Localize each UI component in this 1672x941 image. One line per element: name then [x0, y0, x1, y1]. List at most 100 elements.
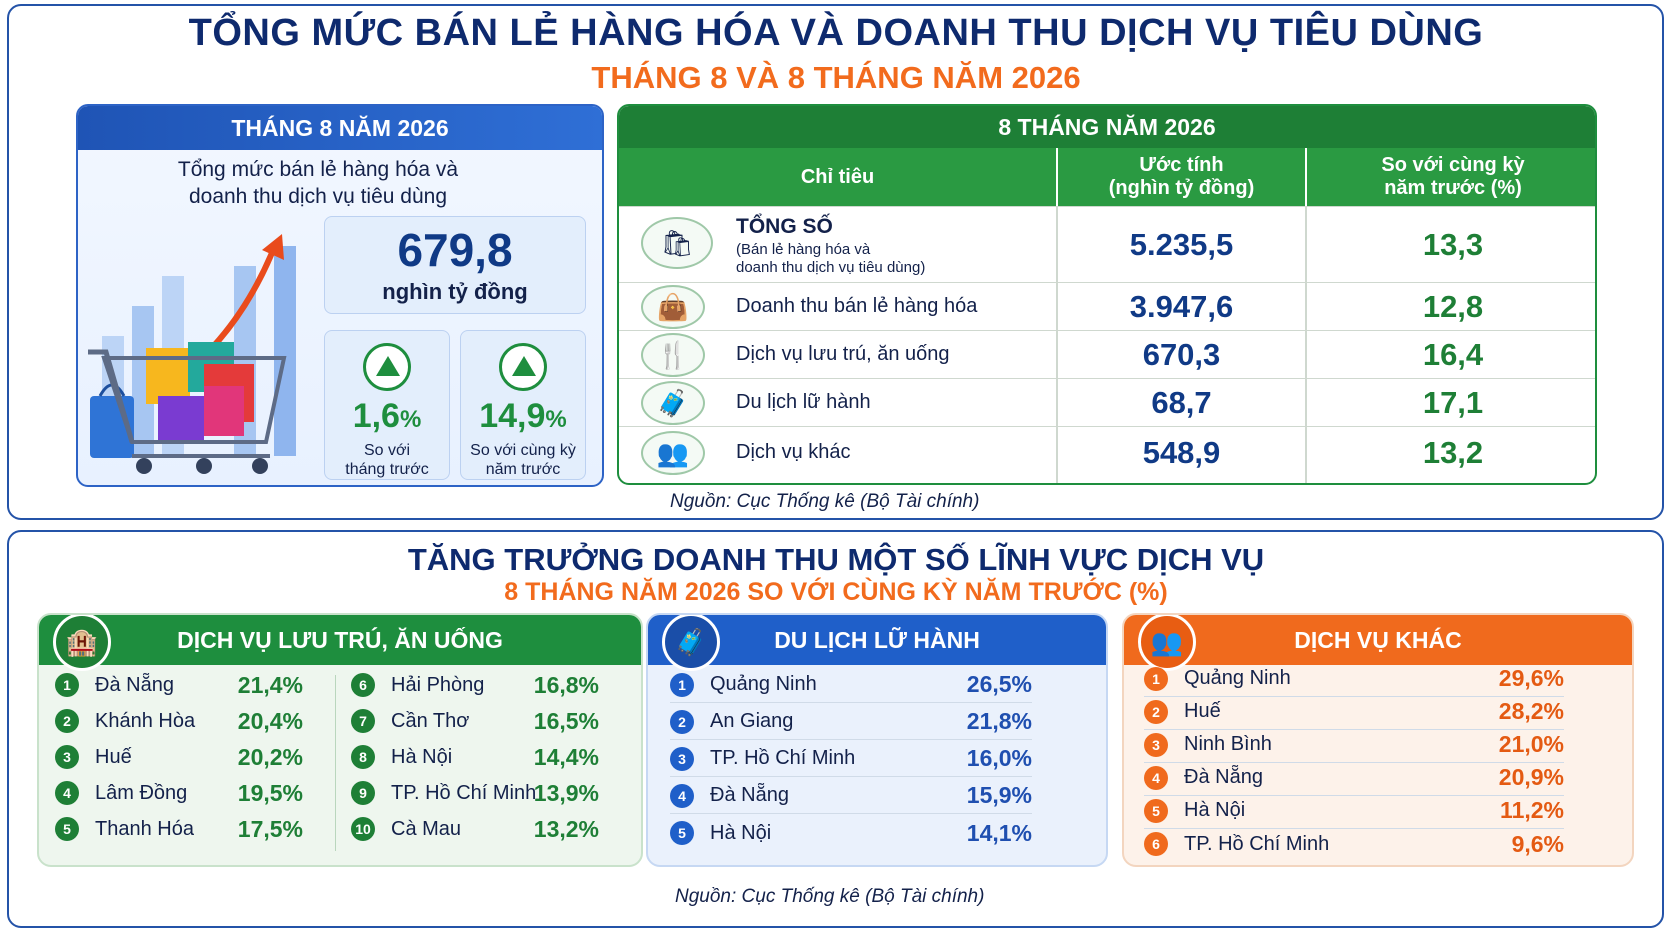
growth-value: 11,2% — [1500, 797, 1564, 823]
section-subtitle: 8 THÁNG NĂM 2026 SO VỚI CÙNG KỲ NĂM TRƯỚ… — [504, 578, 1168, 606]
rank-badge: 2 — [1144, 699, 1168, 724]
rank-badge: 4 — [670, 783, 694, 808]
section-title: TĂNG TRƯỞNG DOANH THU MỘT SỐ LĨNH VỰC DỊ… — [407, 542, 1265, 577]
year-card-header: 8 THÁNG NĂM 2026 — [619, 106, 1595, 148]
row-percent: 13,3 — [1422, 227, 1484, 262]
cutlery-icon: 🍴 — [641, 333, 705, 377]
growth-value: 28,2% — [1498, 698, 1564, 724]
month-total-unit: nghìn tỷ đồng — [382, 279, 528, 304]
card-header-label: DỊCH VỤ LƯU TRÚ, ĂN UỐNG — [177, 627, 503, 653]
month-value-box: 679,8 nghìn tỷ đồng — [324, 216, 586, 314]
rank-badge: 1 — [55, 673, 79, 697]
description-line: Tổng mức bán lẻ hàng hóa và — [177, 158, 459, 181]
page-subtitle: THÁNG 8 VÀ 8 THÁNG NĂM 2026 — [591, 60, 1081, 95]
row-value: 548,9 — [1142, 435, 1221, 470]
stat-value: 1,6% — [352, 397, 422, 435]
location-name: An Giang — [710, 710, 794, 732]
page-title: TỔNG MỨC BÁN LẺ HÀNG HÓA VÀ DOANH THU DỊ… — [188, 12, 1484, 54]
stat-label: So với cùng kỳ — [470, 442, 576, 459]
location-name: Đà Nẵng — [710, 784, 789, 806]
list-item: 1 Quảng Ninh 26,5% — [670, 667, 1032, 703]
list-item: 4 Lâm Đồng 19,5% — [55, 775, 303, 811]
rank-badge: 3 — [1144, 732, 1168, 757]
list-item: 2 An Giang 21,8% — [670, 704, 1032, 740]
card-header: 🧳 DU LỊCH LỮ HÀNH — [648, 615, 1106, 671]
growth-value: 16,5% — [533, 707, 599, 734]
cart-wheel — [196, 458, 212, 474]
list-item: 1 Quảng Ninh 29,6% — [1144, 661, 1564, 697]
location-name: Ninh Bình — [1184, 733, 1272, 755]
column-divider — [1305, 206, 1307, 483]
location-name: Hà Nội — [1184, 799, 1246, 821]
table-row: 🍴 Dịch vụ lưu trú, ăn uống 670,3 16,4 — [619, 330, 1595, 378]
growth-value: 9,6% — [1511, 830, 1564, 857]
card-header: 👥 DỊCH VỤ KHÁC — [1124, 615, 1632, 671]
card-header: 🏨 DỊCH VỤ LƯU TRÚ, ĂN UỐNG — [39, 615, 641, 671]
luggage-icon: 🧳 — [641, 381, 705, 425]
growth-value: 26,5% — [966, 671, 1032, 697]
rank-badge: 3 — [670, 746, 694, 771]
card-header-label: DU LỊCH LỮ HÀNH — [774, 627, 980, 653]
rank-badge: 3 — [55, 745, 79, 769]
card-travel: 🧳 DU LỊCH LỮ HÀNH 1 Quảng Ninh 26,5% 2 An Gi… — [646, 613, 1108, 867]
growth-value: 20,4% — [237, 707, 303, 734]
bar-bg — [132, 306, 154, 456]
row-value: 3.947,6 — [1129, 289, 1234, 324]
location-name: Hải Phòng — [391, 673, 485, 696]
location-name: Cà Mau — [391, 817, 462, 840]
stat-value: 14,9% — [479, 397, 567, 435]
list-item: 2 Khánh Hòa 20,4% — [55, 703, 303, 739]
stat-mom: 1,6% So với tháng trước — [324, 330, 450, 480]
bag-pink — [204, 386, 244, 436]
cart-handle — [88, 349, 135, 443]
list-item: 9 TP. Hồ Chí Minh 13,9% — [351, 775, 599, 811]
location-name: Hà Nội — [391, 745, 453, 768]
list-item: 8 Hà Nội 14,4% — [351, 739, 599, 775]
stat-label: năm trước — [485, 461, 561, 478]
row-value: 68,7 — [1151, 385, 1212, 420]
row-note: doanh thu dịch vụ tiêu dùng) — [736, 259, 926, 276]
location-name: Thanh Hóa — [95, 817, 194, 840]
list-item: 3 TP. Hồ Chí Minh 16,0% — [670, 741, 1032, 777]
location-name: Quảng Ninh — [710, 673, 817, 695]
rank-badge: 4 — [55, 781, 79, 805]
cart-wheel — [136, 458, 152, 474]
row-name: Dịch vụ lưu trú, ăn uống — [736, 343, 950, 365]
column-header-compare: So với cùng kỳ năm trước (%) — [1307, 148, 1595, 206]
bag-purple — [158, 396, 204, 440]
column-header-indicator: Chỉ tiêu — [619, 148, 1056, 206]
stat-yoy: 14,9% So với cùng kỳ năm trước — [460, 330, 586, 480]
growth-value: 16,0% — [966, 745, 1032, 771]
location-name: Hà Nội — [710, 821, 772, 844]
stat-label: tháng trước — [345, 461, 429, 478]
list-item: 1 Đà Nẵng 21,4% — [55, 667, 303, 703]
rank-badge: 2 — [670, 709, 694, 734]
row-name: Dịch vụ khác — [736, 441, 851, 463]
row-name: Doanh thu bán lẻ hàng hóa — [736, 295, 978, 317]
month-card: THÁNG 8 NĂM 2026 Tổng mức bán lẻ hàng hó… — [76, 104, 604, 487]
location-name: Đà Nẵng — [1184, 766, 1263, 788]
row-percent: 17,1 — [1422, 385, 1484, 420]
growth-value: 20,2% — [237, 743, 303, 770]
growth-value: 21,8% — [966, 708, 1032, 734]
list-item: 3 Huế 20,2% — [55, 739, 303, 775]
up-arrow-icon — [499, 343, 547, 391]
growth-value: 20,9% — [1498, 764, 1564, 790]
location-name: TP. Hồ Chí Minh — [710, 747, 856, 769]
growth-value: 14,1% — [966, 819, 1032, 846]
rank-badge: 4 — [1144, 765, 1168, 790]
location-name: Lâm Đồng — [95, 781, 188, 804]
list-item: 4 Đà Nẵng 20,9% — [1144, 760, 1564, 796]
row-percent: 13,2 — [1422, 435, 1484, 470]
rank-badge: 5 — [670, 821, 694, 845]
location-name: TP. Hồ Chí Minh — [1184, 832, 1330, 855]
row-percent: 16,4 — [1422, 337, 1484, 372]
growth-value: 16,8% — [533, 671, 599, 698]
growth-value: 15,9% — [966, 782, 1032, 808]
row-name: Du lịch lữ hành — [736, 391, 871, 413]
list-item: 7 Cần Thơ 16,5% — [351, 703, 599, 739]
list-item: 4 Đà Nẵng 15,9% — [670, 778, 1032, 814]
description-line: doanh thu dịch vụ tiêu dùng — [188, 185, 448, 208]
list-item: 5 Hà Nội 11,2% — [1144, 793, 1564, 829]
bar-bg — [274, 246, 296, 456]
